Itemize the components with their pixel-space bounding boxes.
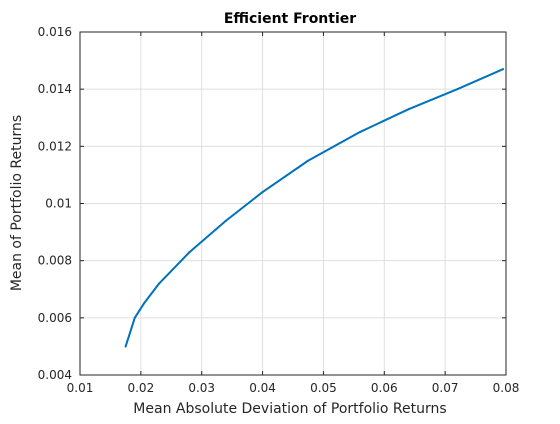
- y-tick-label: 0.014: [38, 82, 72, 96]
- y-axis-label: Mean of Portfolio Returns: [9, 115, 25, 291]
- y-tick-label: 0.008: [38, 254, 72, 268]
- x-tick-label: 0.04: [249, 381, 276, 395]
- frontier-point: [133, 316, 136, 319]
- frontier-point: [358, 131, 361, 134]
- frontier-point: [142, 302, 145, 305]
- frontier-point: [456, 88, 459, 91]
- y-tick-label: 0.012: [38, 139, 72, 153]
- frontier-point: [501, 68, 504, 71]
- x-tick-label: 0.08: [493, 381, 520, 395]
- y-tick-label: 0.006: [38, 311, 72, 325]
- axes: 0.01 0.02 0.03 0.04 0.05 0.06 0.07 0.080.0040.0…: [38, 25, 520, 395]
- frontier-point: [124, 345, 127, 348]
- frontier-point: [407, 108, 410, 111]
- y-tick-label: 0.016: [38, 25, 72, 39]
- chart-title: Efficient Frontier: [224, 11, 356, 27]
- grid: [79, 31, 507, 376]
- frontier-point: [261, 191, 264, 194]
- series-layer: [124, 68, 504, 348]
- x-tick-label: 0.05: [310, 381, 337, 395]
- frontier-point: [188, 251, 191, 254]
- axes-box: [79, 31, 507, 376]
- x-tick-label: 0.07: [432, 381, 459, 395]
- x-tick-label: 0.03: [188, 381, 215, 395]
- x-tick-label: 0.02: [127, 381, 154, 395]
- frontier-point: [225, 219, 228, 222]
- x-tick-label: 0.06: [371, 381, 398, 395]
- labels: Efficient Frontier Mean Absolute Deviati…: [9, 11, 447, 417]
- x-tick-label: 0.01: [67, 381, 94, 395]
- y-tick-label: 0.01: [45, 197, 72, 211]
- y-tick-label: 0.004: [38, 368, 72, 382]
- x-axis-label: Mean Absolute Deviation of Portfolio Ret…: [133, 401, 446, 417]
- frontier-point: [307, 159, 310, 162]
- frontier-point: [158, 282, 161, 285]
- frontier-point: [126, 339, 129, 342]
